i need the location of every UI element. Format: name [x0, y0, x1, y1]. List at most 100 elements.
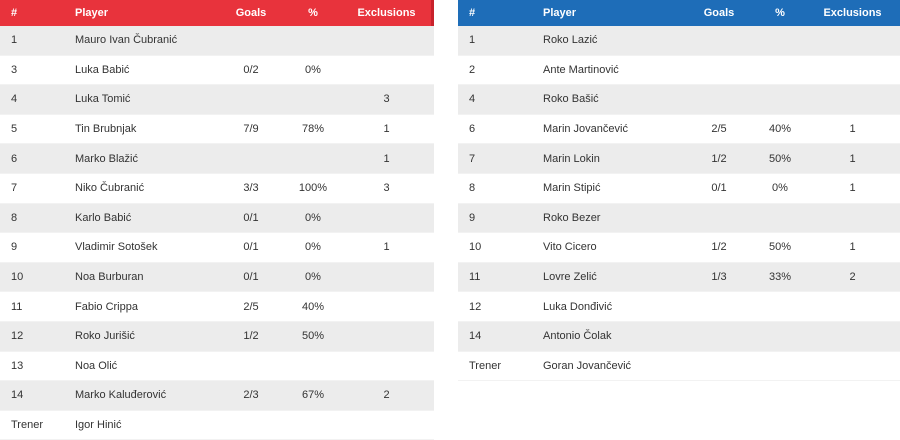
player-exclusions [805, 85, 900, 115]
table-row: 1 Roko Lazić [458, 26, 900, 56]
table-row: 11 Fabio Crippa 2/5 40% [0, 291, 434, 322]
player-number: 1 [469, 34, 476, 47]
away-team-stats-table: # Player Goals % Exclusions 1 Roko Lazić 2… [458, 0, 900, 381]
player-exclusions [805, 203, 900, 233]
player-number: 11 [469, 271, 481, 284]
table-row: 11 Lovre Zelić 1/3 33% 2 [458, 262, 900, 292]
player-exclusions: 3 [383, 93, 390, 106]
table-row: 7 Marin Lokin 1/2 50% 1 [458, 143, 900, 174]
player-exclusions [805, 292, 900, 322]
player-number: 10 [11, 271, 24, 284]
player-percent [755, 203, 805, 233]
header-percent: % [775, 7, 785, 19]
player-name: Luka Babić [75, 63, 130, 76]
player-exclusions: 3 [383, 182, 390, 195]
player-exclusions [339, 262, 434, 292]
player-name: Niko Čubranić [75, 182, 145, 195]
table-row: 6 Marin Jovančević 2/5 40% 1 [458, 114, 900, 144]
player-goals: 2/3 [243, 389, 259, 402]
player-exclusions [339, 351, 434, 381]
player-name: Tin Brubnjak [75, 123, 137, 136]
header-goals: Goals [703, 7, 735, 19]
player-goals: 0/1 [243, 241, 259, 254]
player-exclusions: 1 [383, 241, 390, 254]
player-exclusions: 1 [849, 241, 856, 254]
player-name: Antonio Čolak [543, 330, 612, 343]
player-number: 1 [11, 34, 18, 47]
player-goals [215, 26, 287, 55]
player-number: 2 [469, 63, 476, 76]
player-goals [683, 203, 755, 233]
player-number: 4 [469, 93, 476, 106]
player-number: 9 [11, 241, 18, 254]
player-number: 8 [11, 211, 18, 224]
player-percent: 50% [768, 152, 792, 165]
player-number: 9 [469, 211, 476, 224]
player-percent: 100% [298, 182, 328, 195]
player-exclusions [805, 321, 900, 351]
table-row: 8 Karlo Babić 0/1 0% [0, 203, 434, 233]
player-goals [683, 55, 755, 85]
table-row: 1 Mauro Ivan Čubranić [0, 26, 434, 56]
player-goals: 1/2 [711, 152, 727, 165]
player-goals: 3/3 [243, 182, 259, 195]
player-name: Noa Burburan [75, 271, 144, 284]
player-goals: 2/5 [711, 123, 727, 136]
player-name: Fabio Crippa [75, 300, 138, 313]
player-goals [683, 26, 755, 55]
table-row: 10 Noa Burburan 0/1 0% [0, 262, 434, 292]
table-row: 12 Roko Jurišić 1/2 50% [0, 321, 434, 352]
player-goals [683, 292, 755, 322]
header-goals: Goals [235, 7, 267, 19]
player-exclusions [339, 55, 434, 85]
player-name: Roko Jurišić [75, 330, 135, 343]
player-number: 10 [469, 241, 482, 254]
player-percent [287, 144, 339, 174]
player-name: Roko Lazić [543, 34, 598, 47]
home-team-stats-table: # Player Goals % Exclusions 1 Mauro Ivan … [0, 0, 434, 440]
table-row: 8 Marin Stipić 0/1 0% 1 [458, 173, 900, 204]
player-number: 6 [11, 152, 18, 165]
table-row: 7 Niko Čubranić 3/3 100% 3 [0, 173, 434, 204]
table-row: 13 Noa Olić [0, 351, 434, 381]
player-goals: 0/2 [243, 63, 259, 76]
player-percent: 40% [768, 123, 792, 136]
player-number: 13 [11, 359, 24, 372]
table-row: 6 Marko Blažić 1 [0, 143, 434, 174]
player-goals [683, 85, 755, 115]
table-row: 2 Ante Martinović [458, 55, 900, 85]
player-percent [755, 292, 805, 322]
table-row: 3 Luka Babić 0/2 0% [0, 55, 434, 85]
player-name: Luka Tomić [75, 93, 131, 106]
header-percent: % [308, 7, 318, 19]
player-name: Luka Donđivić [543, 300, 613, 313]
player-percent: 78% [301, 123, 325, 136]
table-row: 9 Roko Bezer [458, 203, 900, 233]
player-name: Noa Olić [75, 359, 118, 372]
player-exclusions [339, 321, 434, 351]
player-percent: 33% [768, 271, 792, 284]
player-percent [287, 85, 339, 115]
player-name: Roko Bašić [543, 93, 599, 106]
player-exclusions [339, 203, 434, 233]
player-exclusions [339, 292, 434, 322]
player-percent [287, 26, 339, 55]
player-name: Ante Martinović [543, 63, 619, 76]
table-row: 5 Tin Brubnjak 7/9 78% 1 [0, 114, 434, 144]
player-exclusions: 1 [383, 152, 390, 165]
player-exclusions [805, 55, 900, 85]
player-name: Karlo Babić [75, 211, 132, 224]
player-percent [755, 85, 805, 115]
player-exclusions: 1 [849, 182, 856, 195]
home-header-row: # Player Goals % Exclusions [0, 0, 434, 26]
table-row: 12 Luka Donđivić [458, 291, 900, 322]
player-name: Marin Lokin [543, 152, 600, 165]
coach-name: Goran Jovančević [543, 359, 632, 372]
player-number: 11 [11, 300, 23, 313]
player-name: Vladimir Sotošek [75, 241, 158, 254]
player-goals [215, 85, 287, 115]
coach-label: Trener [11, 419, 43, 432]
player-exclusions: 2 [383, 389, 390, 402]
player-goals: 0/1 [243, 271, 259, 284]
player-goals: 1/2 [243, 330, 259, 343]
